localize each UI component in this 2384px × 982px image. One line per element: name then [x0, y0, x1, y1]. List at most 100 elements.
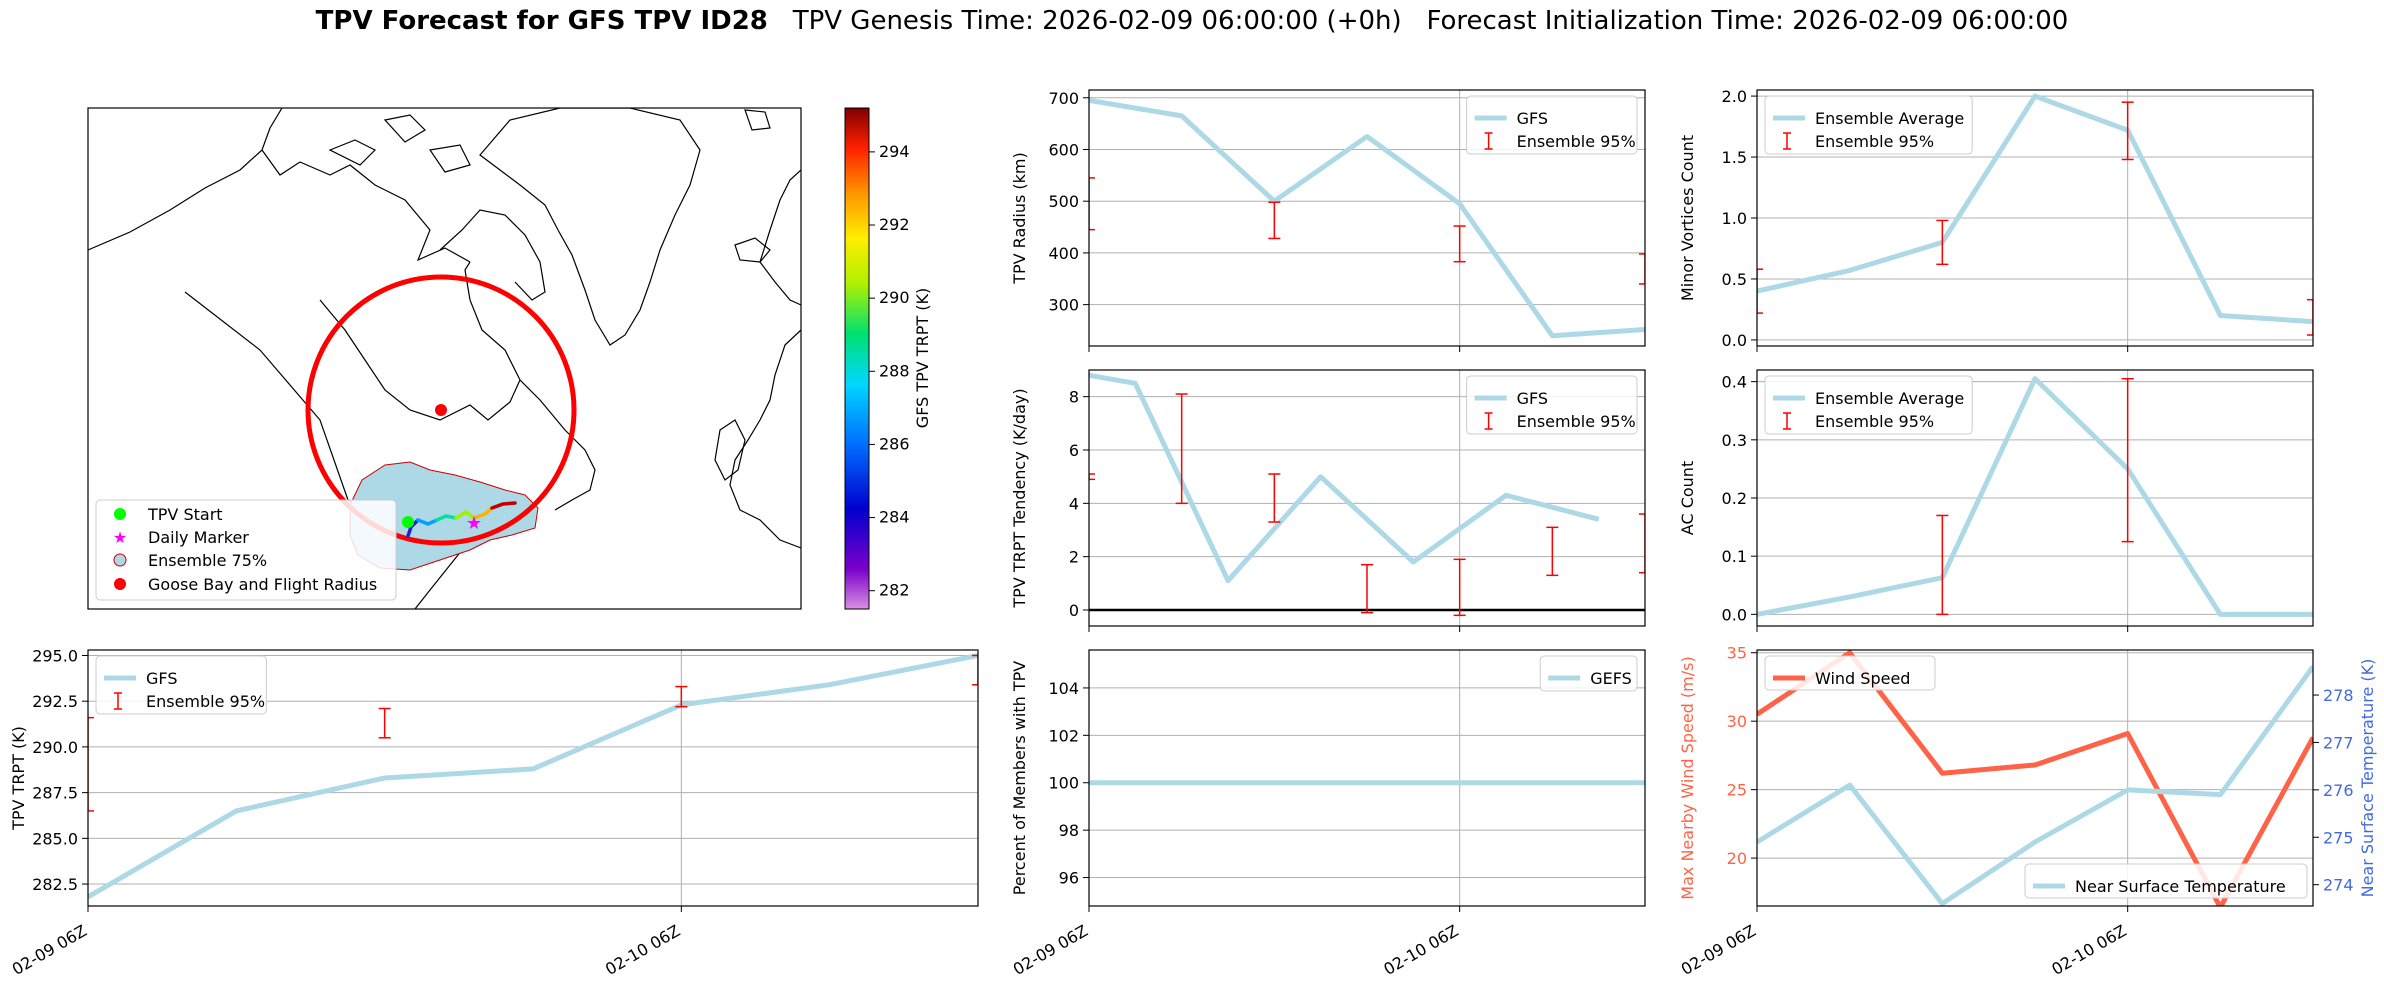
y-axis-label: Max Nearby Wind Speed (m/s): [1678, 656, 1697, 899]
legend-label: GEFS: [1590, 669, 1632, 688]
x-tick-label: 02-10 06Z: [2048, 921, 2129, 979]
colorbar-tick-label: 282: [879, 581, 910, 600]
legend-box: [1764, 95, 1973, 155]
legend-box: [1764, 655, 1936, 691]
chart-trpt-tendency: 0 2 4 6 8 TPV TRPT Tendency (K/day) GFS Ensembl…: [1010, 369, 1646, 632]
legend-box: [1466, 375, 1638, 435]
chart-legend: GFS Ensemble 95%: [1466, 95, 1638, 155]
colorbar: 282 284 286 288 290 292 294 GFS TPV TRPT (K): [844, 107, 932, 610]
axes-frame: [1088, 369, 1646, 627]
legend-label: Ensemble 95%: [1517, 132, 1636, 151]
x-tick-label: 02-10 06Z: [602, 921, 683, 979]
series-line-gfs: [1089, 97, 1645, 339]
legend-label: GFS: [1517, 389, 1548, 408]
axes-frame: [1756, 369, 2314, 627]
map-legend: TPV Start ★ Daily Marker Ensemble 75% Go…: [95, 499, 397, 601]
y-tick-label: 292.5: [32, 692, 78, 711]
y-axis-label: TPV TRPT Tendency (K/day): [1010, 388, 1029, 608]
y-tick-label: 30: [1727, 712, 1747, 731]
coastlines: [88, 108, 801, 609]
legend-label: GFS: [146, 669, 177, 688]
plot-area: [1089, 372, 1645, 617]
coastline-europe: [729, 329, 801, 549]
legend-box: [1539, 655, 1638, 692]
y-tick-label: 2: [1069, 548, 1079, 567]
legend-tpv-start-swatch: [114, 508, 126, 520]
legend-box: [1466, 95, 1638, 155]
legend-label: Ensemble Average: [1815, 109, 1964, 128]
plot-area: [88, 653, 978, 900]
y-axis-label: AC Count: [1678, 461, 1697, 535]
chart-radius: 300 400 500 600 700 TPV Radius (km) GFS Ensembl…: [1010, 89, 1646, 352]
colorbar-tick-label: 294: [879, 142, 910, 161]
legend-daily-marker-swatch: ★: [113, 528, 127, 547]
plot-area: [1757, 650, 2313, 906]
islands-arctic-1: [328, 139, 377, 166]
chart-legend: GEFS: [1539, 655, 1638, 692]
coastline-labrador: [519, 379, 596, 511]
y-tick-label: 285.0: [32, 829, 78, 848]
y-tick-label-right: 274: [2323, 876, 2354, 895]
legend-box: [95, 655, 267, 715]
y-tick-label: 0.5: [1722, 270, 1747, 289]
y-tick-label: 0.1: [1722, 547, 1747, 566]
y-tick-label: 20: [1727, 849, 1747, 868]
y-tick-label: 0: [1069, 601, 1079, 620]
x-tick-label: 02-09 06Z: [9, 921, 90, 979]
island-svalbard: [744, 109, 771, 131]
series-line-ensemble-average: [1757, 93, 2313, 325]
chart-members-percent: 96 98 100 102 104 02-09 06Z 02-10 06Z Percent o…: [1010, 649, 1646, 979]
goose-bay-marker: [435, 404, 447, 416]
colorbar-tick-label: 284: [879, 508, 910, 527]
legend-box: [1764, 375, 1973, 435]
map-frame: [87, 107, 802, 610]
title-main: TPV Forecast for GFS TPV ID28: [315, 6, 768, 36]
chart-minor-vortices: 0.0 0.5 1.0 1.5 2.0 Minor Vortices Count Ensem…: [1678, 87, 2314, 352]
y-tick-label: 104: [1048, 679, 1079, 698]
colorbar-ticks: 282 284 286 288 290 292 294: [869, 142, 910, 600]
map-panel: ★ TPV Start ★ Daily Marker Ensemble 75% …: [87, 107, 932, 610]
y-tick-label: 96: [1059, 869, 1079, 888]
y-tick-label: 300: [1048, 296, 1079, 315]
y-tick-label: 1.5: [1722, 148, 1747, 167]
y-tick-label: 4: [1069, 494, 1079, 513]
legend-label: Ensemble 95%: [1815, 132, 1934, 151]
y-tick-label: 700: [1048, 89, 1079, 108]
chart-legend: Wind Speed Near Surface Temperature: [1764, 655, 2308, 899]
y-tick-label: 98: [1059, 821, 1079, 840]
series-line-gfs: [1089, 372, 1600, 584]
y-tick-label-right: 276: [2323, 781, 2354, 800]
figure-title: TPV Forecast for GFS TPV ID28 TPV Genesi…: [0, 6, 2384, 36]
y-tick-label: 400: [1048, 244, 1079, 263]
legend-label: Wind Speed: [1815, 669, 1910, 688]
y-tick-label-right: 278: [2323, 686, 2354, 705]
islands-arctic-2: [383, 114, 426, 143]
axes-frame: [1088, 89, 1646, 347]
series-line-gfs: [88, 653, 978, 900]
x-tick-label: 02-09 06Z: [1678, 921, 1759, 979]
axes-frame: [1756, 89, 2314, 347]
y-tick-label: 6: [1069, 441, 1079, 460]
y-axis-label: Percent of Members with TPV: [1010, 661, 1029, 895]
chart-legend: Ensemble Average Ensemble 95%: [1764, 95, 1973, 155]
x-tick-label: 02-09 06Z: [1010, 921, 1091, 979]
legend-box: [2024, 863, 2308, 899]
legend-goose-bay-swatch: [114, 578, 126, 590]
plot-area: [1757, 376, 2313, 617]
legend-label: Ensemble 95%: [1815, 412, 1934, 431]
coastline-iceland: [734, 237, 771, 263]
colorbar-label: GFS TPV TRPT (K): [913, 288, 932, 428]
legend-label: GFS: [1517, 109, 1548, 128]
y-tick-label: 0.0: [1722, 605, 1747, 624]
y-tick-label: 2.0: [1722, 87, 1747, 106]
y-axis-label-right: Near Surface Temperature (K): [2358, 659, 2377, 898]
flight-radius-circle: [305, 274, 577, 546]
y-tick-label: 287.5: [32, 784, 78, 803]
x-tick-label: 02-10 06Z: [1380, 921, 1461, 979]
colorbar-tick-label: 290: [879, 288, 910, 307]
y-tick-label: 100: [1048, 774, 1079, 793]
title-init: Forecast Initialization Time: 2026-02-09…: [1426, 6, 2069, 36]
legend-tpv-start: TPV Start: [147, 505, 223, 524]
y-tick-label: 1.0: [1722, 209, 1747, 228]
